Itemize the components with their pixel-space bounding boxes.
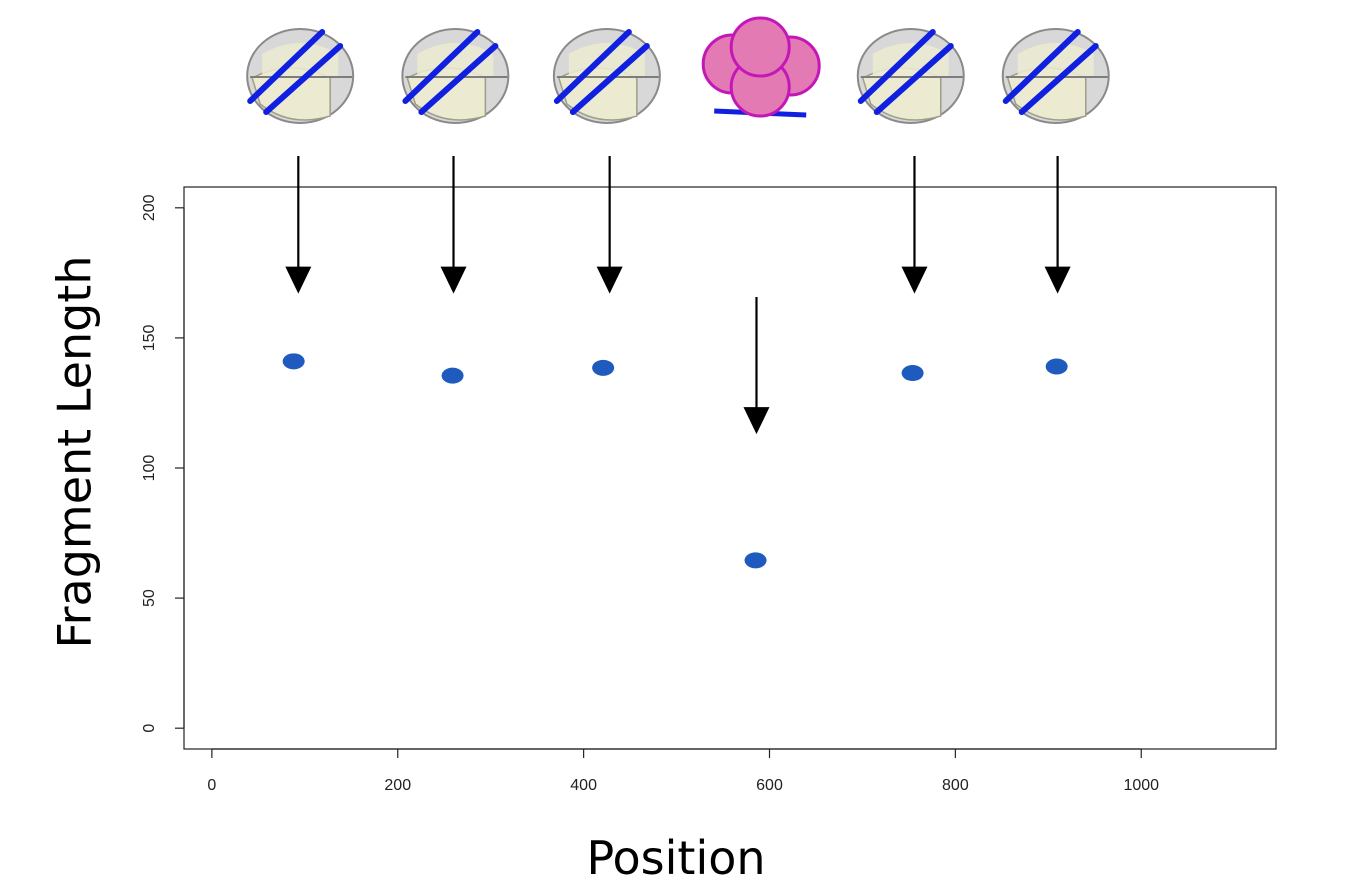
x-tick-label: 1000: [1123, 777, 1159, 794]
down-arrow-icon: [743, 297, 770, 435]
arrow-head: [440, 266, 467, 294]
data-point: [901, 365, 924, 382]
data-point: [592, 359, 615, 376]
down-arrow-icon: [1044, 156, 1071, 294]
dna-strand: [569, 43, 650, 115]
arrow-head: [596, 266, 623, 294]
icons-layer: [246, 16, 1110, 124]
y-tick-label: 150: [141, 324, 158, 351]
down-arrow-icon: [440, 156, 467, 294]
arrow-head: [1044, 266, 1071, 294]
dna-strand: [1018, 43, 1099, 115]
x-tick-label: 400: [570, 777, 597, 794]
nucleosome-icon: [552, 28, 661, 124]
nucleosome-icon: [1001, 28, 1110, 124]
x-tick-label: 600: [756, 777, 783, 794]
plot-frame: [183, 186, 1277, 750]
dna-strand: [418, 43, 499, 115]
points-layer: [282, 353, 1068, 569]
dna-strand: [263, 43, 344, 115]
nucleosome-icon: [856, 28, 965, 124]
data-point: [441, 367, 464, 384]
data-point: [1045, 358, 1068, 375]
down-arrow-icon: [596, 156, 623, 294]
y-tick-label: 0: [141, 724, 158, 733]
dna-strand: [1002, 29, 1081, 104]
y-tick-label: 100: [141, 455, 158, 482]
x-tick-label: 0: [207, 777, 216, 794]
arrow-head: [901, 266, 928, 294]
arrow-head: [743, 407, 770, 435]
arrows-layer: [285, 156, 1071, 435]
x-tick-label: 200: [384, 777, 411, 794]
dna-strand: [873, 43, 954, 115]
x-tick-label: 800: [942, 777, 969, 794]
y-tick-label: 200: [141, 194, 158, 221]
y-axis: 0 50 100 150 200: [141, 194, 185, 733]
arrow-head: [285, 266, 312, 294]
data-point: [744, 552, 767, 569]
data-point: [282, 353, 305, 370]
nucleosome-icon: [246, 28, 355, 124]
x-axis: 0 200 400 600 800 1000: [207, 748, 1159, 794]
dna-strand: [553, 29, 632, 104]
y-axis-title: Fragment Length: [48, 256, 102, 649]
dna-strand: [247, 29, 326, 104]
dna-strand: [402, 29, 481, 104]
histone-octamer-icon: [701, 16, 821, 118]
down-arrow-icon: [901, 156, 928, 294]
histone-circle: [729, 16, 791, 78]
nucleosome-icon: [401, 28, 510, 124]
y-tick-label: 50: [141, 589, 158, 607]
down-arrow-icon: [285, 156, 312, 294]
dna-strand: [857, 29, 936, 104]
x-axis-title: Position: [586, 831, 765, 885]
